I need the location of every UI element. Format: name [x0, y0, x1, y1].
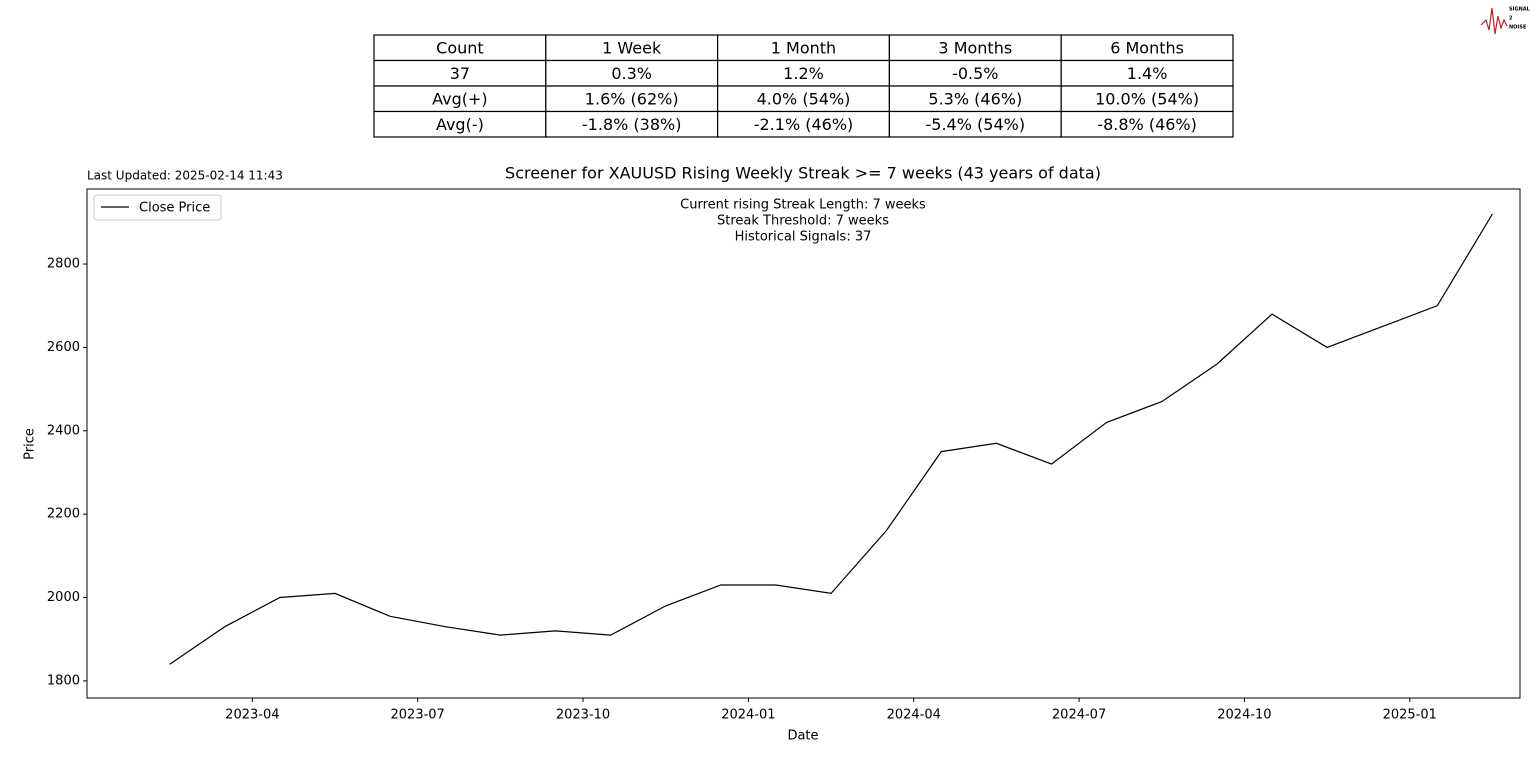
logo: SIGNAL 2 NOISE: [1480, 7, 1531, 35]
annotation: Current rising Streak Length: 7 weeks: [680, 198, 926, 213]
price-line: [169, 213, 1493, 665]
x-tick-label: 2023-04: [225, 708, 279, 723]
table-cell: [716, 59, 890, 87]
table-text: -0.5%: [952, 64, 998, 83]
x-tick-label: 2024-01: [721, 708, 775, 723]
table-text: 4.0% (54%): [757, 89, 851, 108]
table-cell: [888, 110, 1062, 138]
table-text: 1 Month: [771, 38, 836, 57]
x-tick-label: 2023-07: [391, 708, 445, 723]
y-tick-label: 2000: [47, 590, 80, 605]
annotation: Streak Threshold: 7 weeks: [717, 214, 889, 229]
table-text: -1.8% (38%): [582, 115, 682, 134]
x-tick-label: 2024-07: [1052, 708, 1106, 723]
last-updated: Last Updated: 2025-02-14 11:43: [87, 169, 283, 183]
table-cell: [888, 85, 1062, 113]
table-text: 5.3% (46%): [928, 89, 1022, 108]
table-cell: [545, 85, 719, 113]
logo-icon: [1480, 7, 1508, 35]
legend-label: Close Price: [139, 201, 210, 216]
table-text: 6 Months: [1110, 38, 1184, 57]
table-cell: [716, 110, 890, 138]
table-cell: [1060, 59, 1234, 87]
table-cell: [373, 110, 547, 138]
x-tick-label: 2024-10: [1217, 708, 1271, 723]
table-text: 0.3%: [611, 64, 652, 83]
table-cell: [373, 59, 547, 87]
legend-box: [93, 194, 222, 221]
x-tick-label: 2024-04: [887, 708, 941, 723]
logo-text: SIGNAL: [1509, 7, 1531, 13]
table-text: 1.4%: [1127, 64, 1168, 83]
table-text: Count: [436, 38, 484, 57]
table-text: Avg(+): [432, 89, 488, 108]
annotation: Historical Signals: 37: [735, 230, 872, 245]
table-text: -5.4% (54%): [926, 115, 1026, 134]
table-cell: [545, 34, 719, 62]
table-cell: [373, 34, 547, 62]
x-tick-label: 2025-01: [1383, 708, 1437, 723]
table-cell: [545, 110, 719, 138]
y-tick-label: 2400: [47, 423, 80, 438]
y-axis-label: Price: [23, 428, 38, 460]
x-tick-label: 2023-10: [556, 708, 610, 723]
logo-text: NOISE: [1509, 25, 1527, 31]
y-tick-label: 2800: [47, 257, 80, 272]
table-text: -2.1% (46%): [754, 115, 854, 134]
chart-title: Screener for XAUUSD Rising Weekly Streak…: [505, 164, 1101, 183]
y-tick-label: 2200: [47, 507, 80, 522]
x-axis-label: Date: [787, 729, 818, 744]
y-tick-label: 2600: [47, 340, 80, 355]
table-text: 1 Week: [602, 38, 662, 57]
table-cell: [1060, 110, 1234, 138]
plot-frame: [86, 188, 1521, 699]
table-text: -8.8% (46%): [1097, 115, 1197, 134]
table-text: Avg(-): [436, 115, 484, 134]
table-text: 37: [450, 64, 470, 83]
table-text: 1.2%: [783, 64, 824, 83]
table-text: 1.6% (62%): [585, 89, 679, 108]
logo-text: 2: [1509, 16, 1513, 22]
legend: Close Price: [93, 194, 222, 221]
y-tick-label: 1800: [47, 673, 80, 688]
table-text: 10.0% (54%): [1095, 89, 1199, 108]
table-text: 3 Months: [938, 38, 1012, 57]
